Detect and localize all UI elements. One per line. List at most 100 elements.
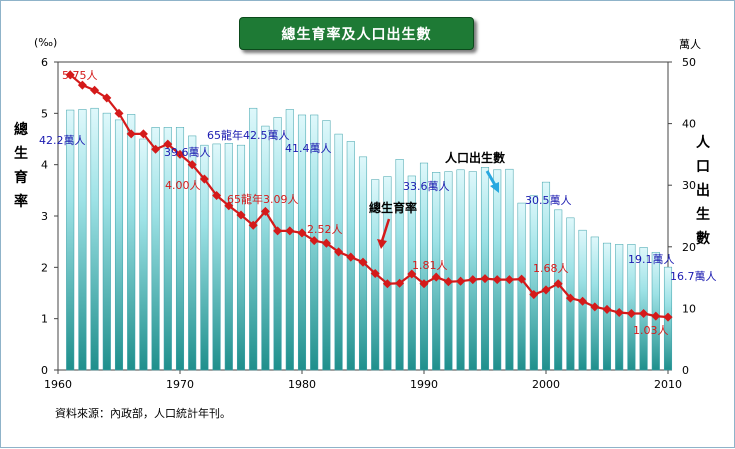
bar-births — [102, 112, 111, 371]
bar-births — [432, 172, 441, 371]
point-fertility — [175, 149, 185, 159]
right-tick-label: 30 — [682, 179, 696, 192]
bar-births — [127, 114, 136, 371]
point-fertility — [199, 174, 209, 184]
bar-births — [517, 202, 526, 371]
bar-births — [297, 114, 307, 371]
point-fertility — [590, 302, 600, 312]
bar-births — [480, 167, 490, 371]
left-tick-label: 5 — [41, 107, 48, 120]
left-tick-label: 2 — [41, 261, 48, 274]
point-fertility — [260, 206, 270, 216]
point-fertility — [578, 296, 588, 306]
point-fertility — [126, 129, 136, 139]
bar-births — [273, 117, 282, 371]
data-label: 65龍年42.5萬人 — [207, 128, 290, 142]
bar-births — [468, 171, 477, 371]
callout-arrow-fertility — [380, 218, 391, 242]
x-tick-label: 1980 — [288, 378, 316, 391]
bar-births — [212, 143, 221, 371]
bar-births — [615, 244, 624, 371]
left-tick-label: 4 — [41, 159, 48, 172]
left-tick-label: 3 — [41, 210, 48, 223]
bar-births — [261, 125, 270, 371]
data-label: 42.2萬人 — [39, 134, 86, 147]
callout-births: 人口出生數 — [445, 150, 505, 165]
axis-title-char: 育 — [14, 170, 28, 186]
plot-area: 0 1 2 3 4 5 6 0 10 20 30 40 50 1960 1970 1980 1990 2000 20… — [39, 56, 717, 391]
bar-births — [151, 127, 160, 371]
point-fertility — [138, 129, 148, 139]
data-label: 1.68人 — [533, 262, 569, 275]
bar-births — [188, 135, 197, 371]
bar-births — [639, 247, 648, 371]
point-fertility — [163, 139, 173, 149]
right-axis-unit: 萬人 — [679, 38, 701, 51]
point-fertility — [77, 80, 87, 90]
bar-births — [200, 144, 209, 371]
x-tick-label: 1990 — [410, 378, 438, 391]
bar-births — [285, 109, 294, 371]
x-tick-label: 1970 — [166, 378, 194, 391]
chart-title: 總生育率及人口出生數 — [239, 17, 474, 50]
data-label: 4.00人 — [165, 179, 201, 192]
x-tick-label: 2000 — [532, 378, 560, 391]
bar-births — [114, 119, 124, 371]
bar-births — [78, 109, 87, 371]
point-fertility — [321, 238, 331, 248]
bar-births — [554, 209, 563, 371]
axis-title-char: 生 — [14, 146, 28, 162]
data-label: 16.7萬人 — [670, 270, 717, 283]
bar-births — [493, 169, 502, 371]
data-label: 33.6萬人 — [403, 180, 450, 193]
right-tick-label: 20 — [682, 241, 696, 254]
point-fertility — [102, 93, 112, 103]
left-tick-label: 1 — [41, 313, 48, 326]
data-label: 1.81人 — [412, 259, 448, 272]
data-label: 5.75人 — [62, 69, 98, 82]
data-label: 2.52人 — [307, 223, 343, 236]
left-tick-label: 6 — [41, 56, 48, 69]
axis-title-char: 出 — [696, 183, 710, 199]
right-tick-label: 40 — [682, 118, 696, 131]
x-tick-label: 2010 — [654, 378, 682, 391]
data-label: 41.4萬人 — [285, 142, 332, 155]
data-label: 30.5萬人 — [525, 194, 572, 207]
axis-title-char: 率 — [14, 194, 28, 210]
bar-births — [456, 169, 465, 371]
axis-title-char: 總 — [14, 122, 28, 138]
point-fertility — [517, 274, 527, 284]
bar-births — [163, 127, 172, 371]
left-axis-label: 總生育率 — [12, 118, 30, 214]
axis-title-char: 口 — [696, 159, 710, 175]
bar-births — [627, 244, 636, 371]
point-fertility — [285, 226, 295, 236]
bar-births — [505, 168, 514, 371]
point-fertility — [65, 70, 75, 80]
bar-births — [419, 162, 429, 371]
callout-fertility: 總生育率 — [369, 200, 417, 215]
line-fertility — [69, 73, 669, 319]
bar-births — [236, 144, 246, 371]
point-fertility — [90, 85, 100, 95]
bar-births — [383, 176, 392, 371]
bar-births — [175, 127, 185, 371]
callout-arrow-births — [485, 170, 497, 186]
data-label: 19.1萬人 — [628, 253, 675, 266]
source-note: 資料來源：內政部，人口統計年刊。 — [55, 407, 231, 420]
bar-births — [66, 109, 75, 371]
bar-births — [139, 138, 148, 371]
point-fertility — [626, 309, 636, 319]
left-tick-label: 0 — [41, 364, 48, 377]
callout-arrowhead-births — [490, 182, 499, 193]
right-tick-label: 0 — [682, 364, 689, 377]
bar-births — [90, 107, 99, 371]
axis-title-char: 數 — [696, 231, 710, 247]
axis-title-char: 人 — [696, 135, 710, 151]
bar-births — [395, 159, 404, 371]
bar-births — [224, 143, 233, 371]
right-axis-label: 人口出生數 — [694, 131, 712, 251]
right-tick-label: 50 — [682, 56, 696, 69]
bar-births — [541, 181, 551, 371]
